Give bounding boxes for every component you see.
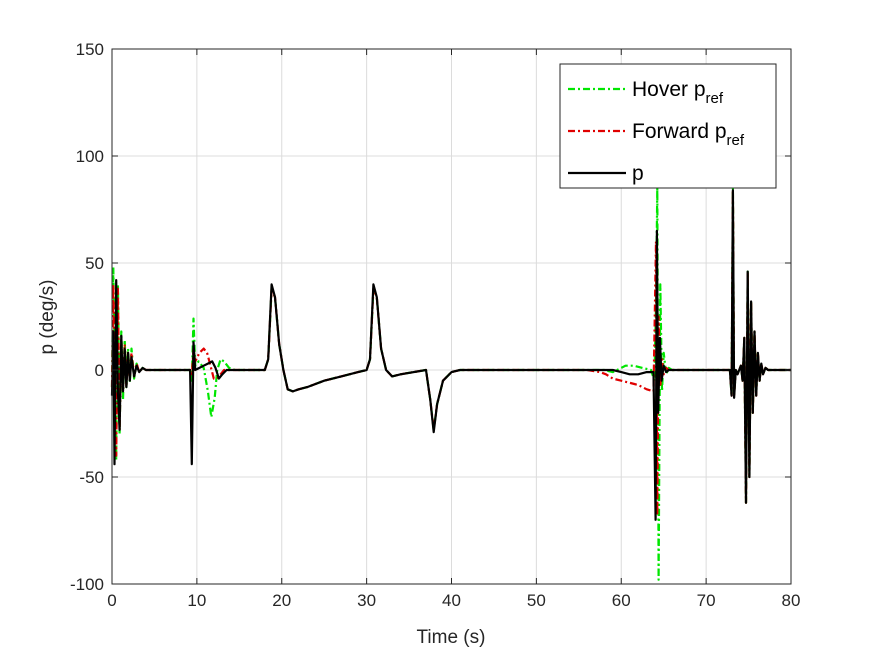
x-tick-label: 50 [527, 591, 546, 610]
x-axis-label: Time (s) [417, 627, 486, 648]
y-tick-label: 150 [76, 40, 104, 59]
legend-label-text: p [632, 162, 644, 185]
x-tick-label: 10 [187, 591, 206, 610]
x-tick-label: 70 [697, 591, 716, 610]
series-line-3 [110, 189, 791, 521]
legend-label-subscript: ref [727, 132, 745, 149]
x-tick-label: 60 [612, 591, 631, 610]
legend-label-text: Hover p [632, 78, 706, 101]
ticks: 0 10 20 30 40 50 60 70 80 -100 -50 0 50 100 150 [70, 40, 800, 610]
y-axis-label: p (deg/s) [37, 280, 58, 355]
series-layer [110, 187, 791, 581]
x-tick-label: 30 [357, 591, 376, 610]
y-tick-label: -50 [79, 468, 104, 487]
y-tick-label: 0 [95, 361, 104, 380]
legend-label-1: Hover pref [632, 78, 724, 107]
y-tick-label: 100 [76, 147, 104, 166]
y-tick-label: -100 [70, 575, 104, 594]
legend-label-subscript: ref [706, 90, 724, 107]
x-tick-label: 40 [442, 591, 461, 610]
legend-label-2: Forward pref [632, 120, 745, 149]
legend-label-3: p [632, 162, 644, 185]
x-tick-label: 80 [782, 591, 801, 610]
legend-label-text: Forward p [632, 120, 727, 143]
x-tick-label: 0 [107, 591, 116, 610]
x-tick-label: 20 [272, 591, 291, 610]
legend-box [559, 63, 777, 189]
y-tick-label: 50 [85, 254, 104, 273]
